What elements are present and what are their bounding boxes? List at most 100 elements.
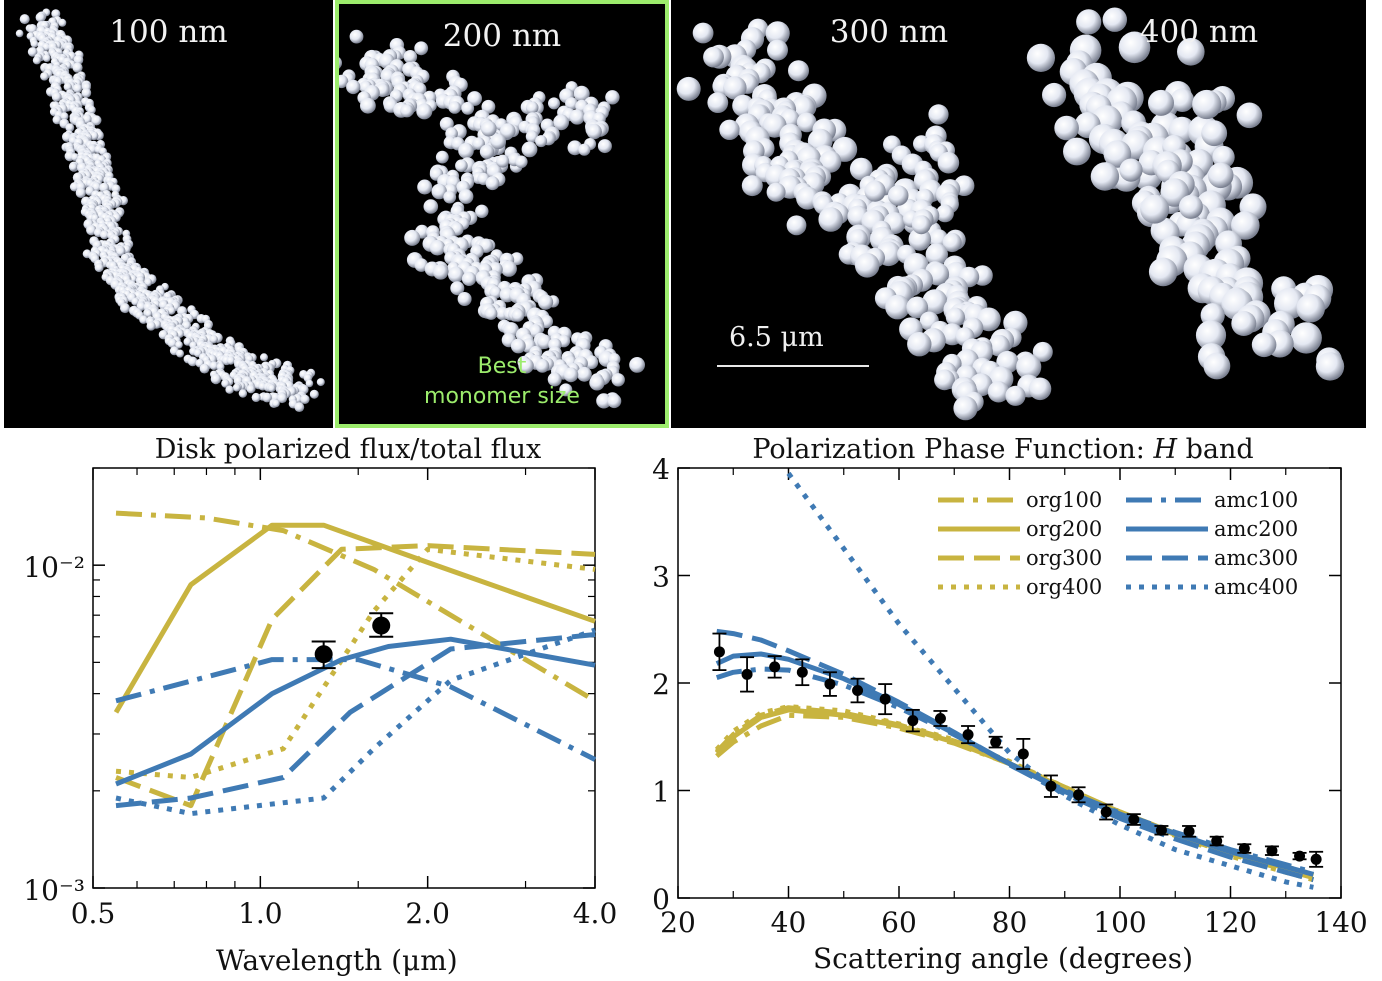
monomer-sphere [535, 135, 548, 148]
chart1-ytick-label: 10⁻² [23, 551, 85, 584]
monomer-sphere [936, 204, 954, 223]
chart2-title: Polarization Phase Function: H band [752, 434, 1253, 465]
monomer-sphere [435, 150, 449, 164]
chart2-ytick-label: 0 [652, 883, 670, 916]
monomer-sphere [1148, 89, 1174, 116]
best-note-line1: Best [477, 354, 527, 379]
monomer-sphere [72, 83, 83, 94]
chart2-xtick-label: 100 [1093, 906, 1146, 939]
monomer-sphere [577, 366, 592, 382]
monomer-sphere [479, 144, 495, 159]
monomer-sphere [167, 338, 177, 348]
chart1-observation-point [314, 645, 333, 664]
monomer-sphere [251, 393, 261, 402]
monomer-sphere [1016, 354, 1042, 380]
monomer-sphere [906, 296, 929, 319]
monomer-sphere [489, 286, 502, 299]
chart1-plot: 0.5 1.0 2.0 4.0 10⁻³ 10⁻² [23, 467, 618, 930]
panel-100nm-label: 100 nm [109, 14, 228, 50]
chart1-frame [92, 467, 596, 889]
monomer-sphere [1251, 332, 1277, 358]
monomer-sphere [414, 41, 429, 56]
monomer-sphere [703, 46, 724, 68]
monomer-sphere [448, 266, 464, 283]
monomer-sphere [1054, 115, 1079, 141]
monomer-sphere [934, 369, 955, 391]
panel-200nm: 200 nm Best monomer size [335, 0, 669, 428]
monomer-sphere [1170, 88, 1195, 112]
chart2-observation-point [1294, 850, 1306, 862]
chart1-series-org400 [115, 546, 596, 780]
monomer-sphere [146, 321, 156, 331]
monomer-sphere [565, 97, 578, 110]
monomer-sphere [518, 358, 534, 374]
monomer-sphere [72, 62, 83, 73]
monomer-sphere [246, 384, 256, 394]
panel-300-400nm: 300 nm 400 nm 6.5 μm [671, 0, 1366, 428]
chart2-legend: org100 org200 org300 org400 amc100 amc200 amc3… [938, 488, 1298, 599]
chart2-series-amc400 [786, 471, 1314, 890]
monomer-sphere [52, 115, 62, 125]
monomer-sphere [1236, 102, 1263, 129]
chart2-xtick-label: 20 [660, 906, 696, 939]
chart1-xtick-label: 4.0 [573, 897, 618, 930]
monomer-sphere [260, 353, 268, 362]
monomer-sphere [429, 239, 446, 256]
monomer-sphere [35, 12, 46, 23]
chart2-observation-point [907, 715, 919, 727]
monomer-sphere [458, 189, 474, 204]
monomer-sphere [1231, 211, 1260, 240]
monomer-sphere [63, 82, 72, 92]
chart1-xtick-label: 2.0 [405, 897, 450, 930]
monomer-sphere [563, 367, 579, 383]
monomer-sphere [741, 175, 763, 197]
monomer-sphere [1201, 120, 1228, 147]
monomer-sphere [511, 309, 525, 322]
monomer-sphere [73, 55, 84, 65]
monomer-sphere [1207, 162, 1234, 189]
monomer-sphere [15, 29, 24, 38]
monomer-sphere [1119, 158, 1143, 182]
monomer-sphere [99, 230, 109, 240]
monomer-sphere [719, 119, 740, 140]
monomer-sphere [864, 180, 886, 202]
monomer-sphere [692, 22, 714, 44]
chart2-ytick-label: 3 [652, 561, 670, 594]
monomer-sphere [232, 383, 241, 392]
monomer-sphere [1296, 293, 1325, 323]
monomer-sphere [316, 378, 325, 387]
monomer-sphere [908, 228, 932, 251]
panel-300nm-label: 300 nm [829, 14, 949, 50]
chart1-series-amc300 [115, 632, 596, 809]
monomer-sphere [1028, 377, 1052, 401]
monomer-sphere [209, 361, 219, 371]
monomer-sphere [953, 396, 978, 421]
monomer-sphere [187, 356, 198, 367]
chart2-series-amc100 [715, 666, 1315, 875]
monomer-sphere [707, 92, 729, 113]
monomer-sphere [849, 157, 873, 181]
monomer-sphere [225, 385, 234, 394]
monomer-sphere [262, 392, 272, 403]
monomer-sphere [144, 309, 153, 318]
monomer-sphere [69, 162, 78, 172]
monomer-sphere [521, 141, 538, 158]
chart2-observation-point [1183, 825, 1195, 837]
chart2-observation-point [1238, 843, 1250, 855]
monomer-sphere [32, 56, 41, 65]
monomer-sphere [1148, 257, 1178, 287]
monomer-sphere [423, 199, 439, 214]
monomer-sphere [538, 294, 554, 310]
monomer-sphere [58, 18, 67, 27]
monomer-sphere [403, 50, 418, 64]
monomer-sphere [27, 47, 38, 57]
chart2-observation-point [824, 678, 836, 690]
chart2-plot: 20 40 60 80 100 120 140 0 1 2 3 4 [652, 453, 1368, 939]
monomer-sphere [65, 123, 75, 132]
monomer-sphere [199, 363, 210, 374]
monomer-sphere [515, 155, 528, 169]
monomer-sphere [267, 384, 276, 393]
monomer-sphere [457, 292, 472, 306]
monomer-sphere [414, 258, 429, 272]
monomer-sphere [175, 341, 183, 349]
